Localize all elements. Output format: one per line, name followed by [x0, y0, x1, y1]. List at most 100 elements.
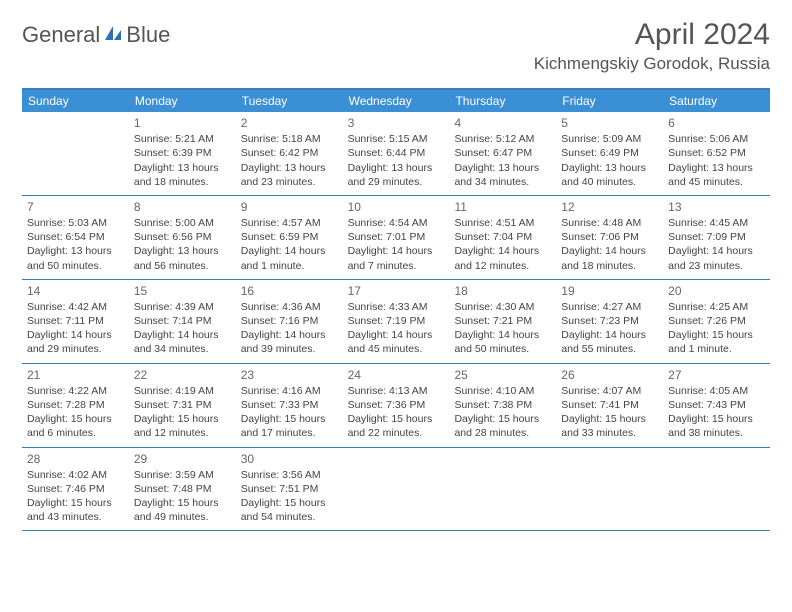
day-info-line: Sunset: 7:38 PM: [454, 398, 551, 412]
day-info-line: and 12 minutes.: [134, 426, 231, 440]
day-cell: 13Sunrise: 4:45 AMSunset: 7:09 PMDayligh…: [663, 196, 770, 279]
day-number: 10: [348, 199, 445, 215]
day-info-line: and 33 minutes.: [561, 426, 658, 440]
day-cell: 29Sunrise: 3:59 AMSunset: 7:48 PMDayligh…: [129, 448, 236, 531]
day-info-line: Sunset: 7:51 PM: [241, 482, 338, 496]
weeks-container: 1Sunrise: 5:21 AMSunset: 6:39 PMDaylight…: [22, 112, 770, 531]
day-info-line: and 34 minutes.: [454, 175, 551, 189]
calendar: SundayMondayTuesdayWednesdayThursdayFrid…: [22, 88, 770, 531]
day-info-line: Sunrise: 5:03 AM: [27, 216, 124, 230]
week-row: 1Sunrise: 5:21 AMSunset: 6:39 PMDaylight…: [22, 112, 770, 196]
month-title: April 2024: [534, 18, 770, 52]
day-number: 22: [134, 367, 231, 383]
day-info-line: Daylight: 14 hours: [134, 328, 231, 342]
weekday-header: Friday: [556, 90, 663, 112]
day-info-line: and 45 minutes.: [348, 342, 445, 356]
day-info-line: Sunrise: 5:21 AM: [134, 132, 231, 146]
day-number: 6: [668, 115, 765, 131]
day-info-line: Daylight: 14 hours: [454, 328, 551, 342]
day-info-line: Sunrise: 4:54 AM: [348, 216, 445, 230]
header: General Blue April 2024 Kichmengskiy Gor…: [22, 18, 770, 74]
day-cell: 19Sunrise: 4:27 AMSunset: 7:23 PMDayligh…: [556, 280, 663, 363]
day-cell: 4Sunrise: 5:12 AMSunset: 6:47 PMDaylight…: [449, 112, 556, 195]
day-info-line: and 45 minutes.: [668, 175, 765, 189]
day-info-line: Sunset: 7:04 PM: [454, 230, 551, 244]
day-cell: 24Sunrise: 4:13 AMSunset: 7:36 PMDayligh…: [343, 364, 450, 447]
day-cell: 16Sunrise: 4:36 AMSunset: 7:16 PMDayligh…: [236, 280, 343, 363]
day-info-line: Sunset: 7:33 PM: [241, 398, 338, 412]
day-info-line: Daylight: 14 hours: [561, 244, 658, 258]
day-info-line: Sunset: 7:21 PM: [454, 314, 551, 328]
day-cell: 9Sunrise: 4:57 AMSunset: 6:59 PMDaylight…: [236, 196, 343, 279]
day-info-line: Daylight: 15 hours: [241, 496, 338, 510]
day-info-line: Sunrise: 4:10 AM: [454, 384, 551, 398]
day-info-line: and 49 minutes.: [134, 510, 231, 524]
day-cell: [449, 448, 556, 531]
day-info-line: Sunrise: 4:25 AM: [668, 300, 765, 314]
week-row: 28Sunrise: 4:02 AMSunset: 7:46 PMDayligh…: [22, 448, 770, 532]
day-info-line: Daylight: 15 hours: [561, 412, 658, 426]
day-info-line: Daylight: 15 hours: [668, 328, 765, 342]
day-info-line: and 38 minutes.: [668, 426, 765, 440]
day-number: 1: [134, 115, 231, 131]
day-info-line: Daylight: 13 hours: [561, 161, 658, 175]
day-info-line: Daylight: 15 hours: [348, 412, 445, 426]
day-info-line: Sunrise: 5:15 AM: [348, 132, 445, 146]
day-cell: 7Sunrise: 5:03 AMSunset: 6:54 PMDaylight…: [22, 196, 129, 279]
weekday-header: Saturday: [663, 90, 770, 112]
day-info-line: Daylight: 13 hours: [348, 161, 445, 175]
day-number: 12: [561, 199, 658, 215]
day-info-line: Sunrise: 4:02 AM: [27, 468, 124, 482]
day-info-line: Sunrise: 4:51 AM: [454, 216, 551, 230]
day-info-line: Sunset: 7:28 PM: [27, 398, 124, 412]
day-cell: 5Sunrise: 5:09 AMSunset: 6:49 PMDaylight…: [556, 112, 663, 195]
day-info-line: and 34 minutes.: [134, 342, 231, 356]
day-number: 16: [241, 283, 338, 299]
day-info-line: Sunrise: 4:19 AM: [134, 384, 231, 398]
day-number: 26: [561, 367, 658, 383]
day-number: 2: [241, 115, 338, 131]
logo-sail-icon: [103, 24, 123, 47]
day-cell: 20Sunrise: 4:25 AMSunset: 7:26 PMDayligh…: [663, 280, 770, 363]
day-number: 7: [27, 199, 124, 215]
day-info-line: and 40 minutes.: [561, 175, 658, 189]
day-info-line: Sunset: 6:56 PM: [134, 230, 231, 244]
day-info-line: Daylight: 13 hours: [134, 161, 231, 175]
day-number: 3: [348, 115, 445, 131]
day-cell: 17Sunrise: 4:33 AMSunset: 7:19 PMDayligh…: [343, 280, 450, 363]
day-info-line: Daylight: 15 hours: [134, 496, 231, 510]
day-info-line: Daylight: 14 hours: [27, 328, 124, 342]
day-info-line: Sunset: 7:11 PM: [27, 314, 124, 328]
day-number: 25: [454, 367, 551, 383]
day-number: 29: [134, 451, 231, 467]
day-info-line: Daylight: 14 hours: [561, 328, 658, 342]
day-number: 21: [27, 367, 124, 383]
day-info-line: Sunrise: 3:56 AM: [241, 468, 338, 482]
day-info-line: and 54 minutes.: [241, 510, 338, 524]
day-info-line: and 22 minutes.: [348, 426, 445, 440]
day-info-line: Sunrise: 5:00 AM: [134, 216, 231, 230]
day-number: 14: [27, 283, 124, 299]
day-info-line: Sunrise: 4:45 AM: [668, 216, 765, 230]
day-info-line: Daylight: 15 hours: [27, 496, 124, 510]
day-number: 27: [668, 367, 765, 383]
day-info-line: and 55 minutes.: [561, 342, 658, 356]
day-cell: 22Sunrise: 4:19 AMSunset: 7:31 PMDayligh…: [129, 364, 236, 447]
weekday-header: Sunday: [22, 90, 129, 112]
day-info-line: Sunset: 6:54 PM: [27, 230, 124, 244]
day-info-line: Daylight: 13 hours: [454, 161, 551, 175]
day-info-line: Sunset: 7:43 PM: [668, 398, 765, 412]
day-info-line: and 29 minutes.: [27, 342, 124, 356]
weekday-header: Tuesday: [236, 90, 343, 112]
day-info-line: Daylight: 14 hours: [348, 328, 445, 342]
day-info-line: Sunrise: 4:39 AM: [134, 300, 231, 314]
day-cell: [663, 448, 770, 531]
day-info-line: Daylight: 15 hours: [27, 412, 124, 426]
week-row: 21Sunrise: 4:22 AMSunset: 7:28 PMDayligh…: [22, 364, 770, 448]
day-number: 28: [27, 451, 124, 467]
day-info-line: Sunrise: 4:16 AM: [241, 384, 338, 398]
day-info-line: and 50 minutes.: [27, 259, 124, 273]
day-cell: 10Sunrise: 4:54 AMSunset: 7:01 PMDayligh…: [343, 196, 450, 279]
day-info-line: Daylight: 13 hours: [134, 244, 231, 258]
day-info-line: and 29 minutes.: [348, 175, 445, 189]
